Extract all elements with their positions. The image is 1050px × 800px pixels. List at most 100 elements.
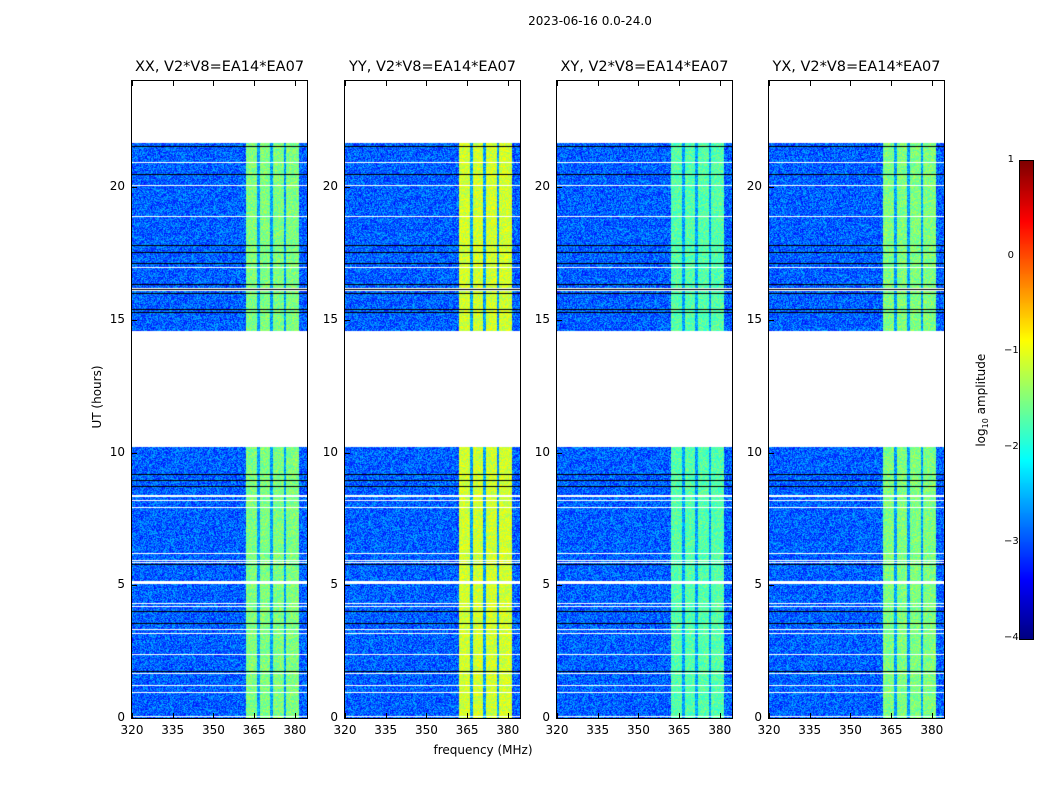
panel-title: YX, V2*V8=EA14*EA07 — [772, 59, 941, 75]
x-tick-mark — [132, 81, 133, 86]
x-tick-label: 335 — [161, 723, 185, 737]
x-tick-label: 320 — [333, 723, 357, 737]
y-tick-mark — [345, 585, 350, 587]
x-tick-mark — [679, 713, 681, 718]
panel-title: XY, V2*V8=EA14*EA07 — [560, 59, 729, 75]
y-tick-mark — [132, 452, 137, 454]
y-tick-label: 15 — [109, 311, 125, 326]
x-tick-mark — [385, 713, 387, 718]
x-tick-mark — [132, 713, 133, 718]
y-tick-mark — [345, 718, 350, 719]
x-tick-mark — [345, 81, 346, 86]
y-tick-mark — [345, 319, 350, 321]
x-tick-mark — [638, 713, 640, 718]
y-tick-mark — [345, 452, 350, 454]
y-tick-label: 5 — [542, 577, 550, 592]
x-tick-mark — [172, 81, 174, 86]
x-tick-label: 335 — [798, 723, 822, 737]
x-tick-mark — [254, 81, 256, 86]
x-tick-mark — [850, 713, 852, 718]
panel-xy — [556, 80, 733, 719]
x-tick-mark — [769, 81, 770, 86]
x-tick-mark — [426, 81, 428, 86]
y-tick-mark — [769, 187, 774, 189]
y-tick-label: 20 — [746, 179, 762, 194]
x-tick-mark — [719, 81, 721, 86]
x-tick-label: 320 — [757, 723, 781, 737]
x-tick-mark — [345, 713, 346, 718]
y-tick-label: 10 — [746, 444, 762, 459]
colorbar-tick-label: 0 — [1007, 249, 1014, 261]
y-tick-mark — [769, 585, 774, 587]
y-tick-label: 15 — [746, 311, 762, 326]
x-tick-mark — [931, 81, 933, 86]
y-tick-label: 20 — [109, 179, 125, 194]
figure-title: 2023-06-16 0.0-24.0 — [528, 14, 652, 28]
panel-yy — [344, 80, 521, 719]
x-tick-label: 365 — [879, 723, 903, 737]
x-tick-label: 365 — [667, 723, 691, 737]
heatmap-2 — [557, 81, 732, 718]
panel-xx — [131, 80, 308, 719]
x-tick-mark — [507, 81, 509, 86]
y-tick-label: 5 — [330, 577, 338, 592]
colorbar-tick-label: −1 — [1004, 345, 1019, 357]
x-tick-mark — [557, 81, 558, 86]
x-tick-mark — [467, 81, 469, 86]
y-tick-mark — [557, 585, 562, 587]
x-tick-mark — [557, 713, 558, 718]
colorbar-tick-label: 1 — [1007, 154, 1014, 165]
x-tick-mark — [294, 713, 296, 718]
x-tick-mark — [385, 81, 387, 86]
x-tick-label: 350 — [838, 723, 862, 737]
x-tick-label: 350 — [414, 723, 438, 737]
x-tick-label: 365 — [242, 723, 266, 737]
x-tick-label: 335 — [586, 723, 610, 737]
y-tick-label: 5 — [754, 577, 762, 592]
x-tick-label: 350 — [626, 723, 650, 737]
panel-title: YY, V2*V8=EA14*EA07 — [349, 59, 516, 75]
y-tick-label: 0 — [542, 710, 550, 724]
colorbar — [1019, 160, 1034, 640]
x-tick-mark — [891, 81, 893, 86]
colorbar-gradient — [1020, 161, 1033, 639]
y-tick-label: 0 — [754, 710, 762, 724]
y-tick-label: 0 — [330, 710, 338, 724]
x-tick-mark — [172, 713, 174, 718]
y-tick-label: 15 — [322, 311, 338, 326]
colorbar-tick-label: −3 — [1004, 536, 1019, 548]
y-tick-mark — [132, 585, 137, 587]
y-tick-mark — [769, 452, 774, 454]
x-tick-label: 380 — [708, 723, 732, 737]
x-tick-mark — [719, 713, 721, 718]
panel-yx — [768, 80, 945, 719]
colorbar-tick-label: −2 — [1004, 440, 1019, 452]
colorbar-label: log10 amplitude — [973, 353, 991, 447]
x-tick-mark — [254, 713, 256, 718]
x-tick-mark — [638, 81, 640, 86]
y-tick-mark — [557, 718, 562, 719]
x-tick-label: 380 — [496, 723, 520, 737]
y-tick-label: 20 — [322, 179, 338, 194]
y-tick-mark — [132, 319, 137, 321]
x-tick-mark — [769, 713, 770, 718]
y-tick-mark — [557, 319, 562, 321]
y-tick-label: 0 — [117, 710, 125, 724]
y-tick-label: 10 — [109, 444, 125, 459]
x-tick-mark — [809, 81, 811, 86]
y-tick-mark — [557, 452, 562, 454]
x-tick-mark — [679, 81, 681, 86]
x-tick-label: 365 — [455, 723, 479, 737]
x-tick-label: 320 — [120, 723, 144, 737]
x-tick-mark — [467, 713, 469, 718]
y-tick-mark — [132, 718, 137, 719]
y-tick-label: 5 — [117, 577, 125, 592]
x-tick-label: 380 — [920, 723, 944, 737]
x-tick-label: 335 — [374, 723, 398, 737]
x-tick-mark — [931, 713, 933, 718]
y-tick-mark — [345, 187, 350, 189]
x-tick-label: 380 — [283, 723, 307, 737]
x-tick-mark — [809, 713, 811, 718]
y-tick-mark — [557, 187, 562, 189]
